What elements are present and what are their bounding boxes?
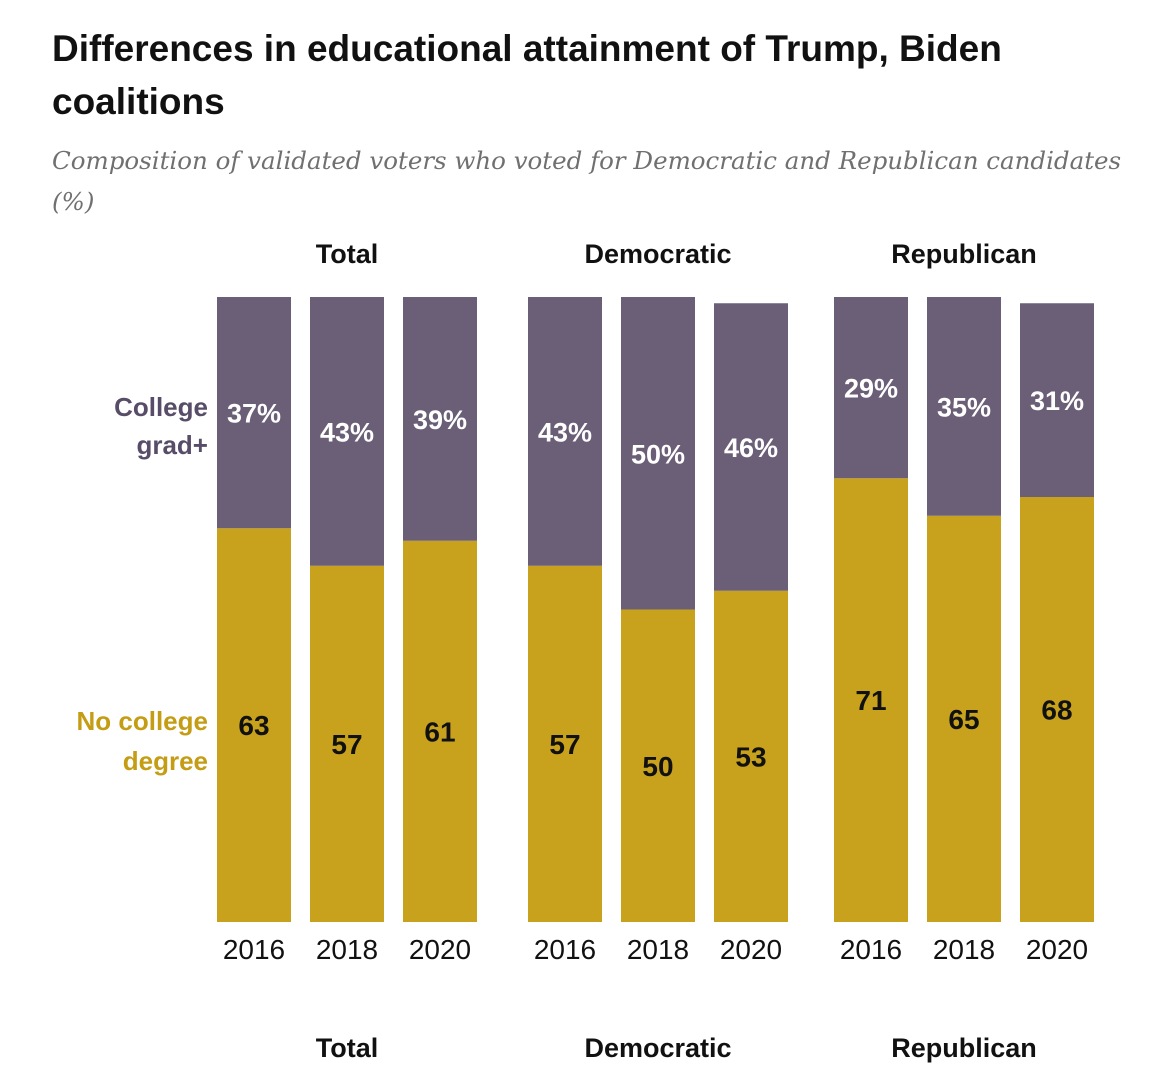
row-label-college-line-2: grad+ bbox=[136, 430, 208, 460]
bar-college-republican-2016 bbox=[834, 297, 908, 479]
data-label-no-college-republican-2016: 71 bbox=[855, 685, 886, 716]
x-tick-democratic-2016: 2016 bbox=[534, 934, 596, 965]
chart-title: Differences in educational attainment of… bbox=[52, 28, 1002, 122]
data-label-college-total-2018: 43% bbox=[320, 417, 374, 447]
bar-no-college-democratic-2018 bbox=[621, 609, 695, 922]
bar-no-college-republican-2020 bbox=[1020, 497, 1094, 922]
row-label-no-college-line-2: degree bbox=[123, 746, 208, 776]
bar-no-college-total-2016 bbox=[217, 528, 291, 922]
bar-college-republican-2018 bbox=[927, 297, 1001, 516]
bar-no-college-democratic-2016 bbox=[528, 565, 602, 922]
data-label-no-college-total-2018: 57 bbox=[331, 729, 362, 760]
bar-no-college-total-2018 bbox=[310, 565, 384, 922]
bar-college-democratic-2018 bbox=[621, 297, 695, 610]
panel-title-republican-top: Republican bbox=[891, 239, 1037, 269]
x-tick-total-2018: 2018 bbox=[316, 934, 378, 965]
x-tick-democratic-2018: 2018 bbox=[627, 934, 689, 965]
chart-subtitle: Composition of validated voters who vote… bbox=[52, 146, 1122, 216]
row-label-college-line-1: College bbox=[114, 392, 208, 422]
x-tick-total-2016: 2016 bbox=[223, 934, 285, 965]
data-label-no-college-democratic-2020: 53 bbox=[735, 741, 766, 772]
bar-no-college-republican-2018 bbox=[927, 515, 1001, 922]
data-label-college-democratic-2016: 43% bbox=[538, 417, 592, 447]
data-label-no-college-total-2020: 61 bbox=[424, 716, 455, 747]
data-label-no-college-total-2016: 63 bbox=[238, 710, 269, 741]
data-label-no-college-republican-2018: 65 bbox=[948, 704, 979, 735]
x-tick-democratic-2020: 2020 bbox=[720, 934, 782, 965]
row-label-no-college-line-1: No college bbox=[77, 706, 208, 736]
bar-no-college-republican-2016 bbox=[834, 478, 908, 922]
data-label-no-college-democratic-2018: 50 bbox=[642, 751, 673, 782]
data-label-college-republican-2018: 35% bbox=[937, 392, 991, 422]
panel-title-republican-bottom: Republican bbox=[891, 1033, 1037, 1063]
bar-college-total-2016 bbox=[217, 297, 291, 529]
bar-college-total-2020 bbox=[403, 297, 477, 541]
bar-college-republican-2020 bbox=[1020, 303, 1094, 497]
x-tick-total-2020: 2020 bbox=[409, 934, 471, 965]
bar-no-college-total-2020 bbox=[403, 540, 477, 922]
panel-title-democratic-top: Democratic bbox=[584, 239, 731, 269]
data-label-college-democratic-2018: 50% bbox=[631, 439, 685, 469]
data-label-no-college-democratic-2016: 57 bbox=[549, 729, 580, 760]
panel-title-total-top: Total bbox=[316, 239, 379, 269]
data-label-college-total-2020: 39% bbox=[413, 405, 467, 435]
data-label-college-total-2016: 37% bbox=[227, 399, 281, 429]
bar-college-total-2018 bbox=[310, 297, 384, 566]
data-label-college-republican-2016: 29% bbox=[844, 374, 898, 404]
data-label-college-republican-2020: 31% bbox=[1030, 386, 1084, 416]
panel-title-total-bottom: Total bbox=[316, 1033, 379, 1063]
x-tick-republican-2020: 2020 bbox=[1026, 934, 1088, 965]
bar-college-democratic-2016 bbox=[528, 297, 602, 566]
bar-college-democratic-2020 bbox=[714, 303, 788, 591]
data-label-college-democratic-2020: 46% bbox=[724, 433, 778, 463]
x-tick-republican-2016: 2016 bbox=[840, 934, 902, 965]
panel-title-democratic-bottom: Democratic bbox=[584, 1033, 731, 1063]
x-tick-republican-2018: 2018 bbox=[933, 934, 995, 965]
data-label-no-college-republican-2020: 68 bbox=[1041, 695, 1072, 726]
bar-no-college-democratic-2020 bbox=[714, 590, 788, 922]
